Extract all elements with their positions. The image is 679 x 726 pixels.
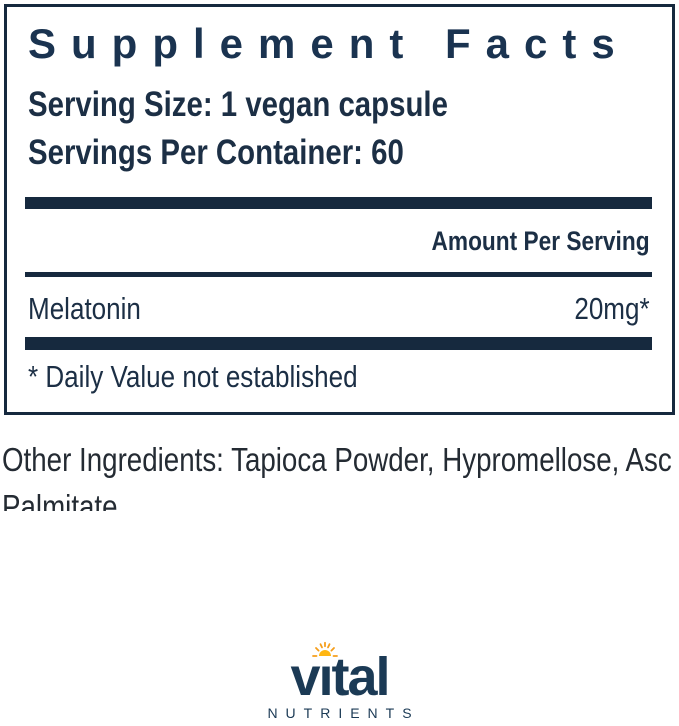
brand-tagline: NUTRIENTS — [267, 705, 420, 722]
amount-per-serving-header: Amount Per Serving — [390, 226, 650, 257]
serving-size-text: Serving Size: 1 vegan capsule — [28, 85, 448, 124]
servings-per-container: Servings Per Container: 60 — [28, 133, 475, 173]
nutrient-name: Melatonin — [28, 291, 141, 326]
panel-title: Supplement Facts — [28, 20, 630, 67]
other-ingredients: Other Ingredients: Tapioca Powder, Hypro… — [2, 436, 672, 511]
other-ingredients-line1: Other Ingredients: Tapioca Powder, Hypro… — [2, 441, 672, 478]
serving-size: Serving Size: 1 vegan capsule — [28, 85, 528, 125]
servings-per-container-text: Servings Per Container: 60 — [28, 133, 404, 172]
thick-divider-bar-top — [25, 197, 652, 209]
daily-value-footnote: * Daily Value not established — [28, 359, 420, 395]
daily-value-footnote-text: * Daily Value not established — [28, 359, 358, 394]
thin-divider-rule — [25, 272, 652, 277]
brand-i-slot: ı — [312, 641, 338, 704]
nutrient-amount: 20mg* — [574, 291, 650, 326]
supplement-facts-panel: Supplement Facts Serving Size: 1 vegan c… — [4, 4, 675, 415]
brand-name-pre: v — [290, 647, 320, 707]
amount-per-serving-text: Amount Per Serving — [431, 226, 650, 256]
sun-icon — [310, 639, 340, 657]
nutrient-row: Melatonin 20mg* — [28, 291, 650, 327]
thick-divider-bar-bottom — [25, 337, 652, 350]
other-ingredients-line2: Palmitate — [2, 488, 118, 511]
brand-name-stem: ı — [318, 647, 334, 707]
brand-name-post: tal — [331, 647, 391, 707]
brand-logo: vı tal NUTRIENTS — [0, 641, 679, 722]
brand-name: vı tal — [0, 641, 679, 704]
